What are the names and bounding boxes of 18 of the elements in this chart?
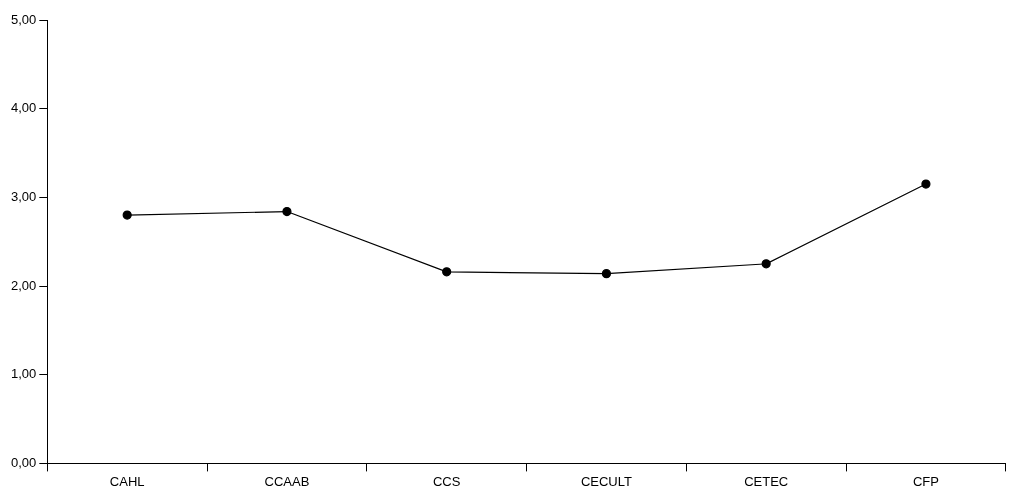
point (761, 259, 771, 269)
point (122, 210, 132, 220)
y-tick-label: 3,00 (10, 188, 37, 204)
x-tick-label: CCAAB (264, 473, 310, 489)
x-tick-label: CAHL (109, 473, 145, 489)
point (442, 267, 452, 277)
x-tick-label: CECULT (580, 473, 632, 489)
point (282, 206, 292, 217)
point (601, 269, 612, 279)
point (921, 179, 931, 189)
x-tick-label: CETEC (744, 473, 789, 489)
x-tick-label: CFP (912, 473, 939, 489)
y-tick-label: 5,00 (10, 11, 37, 27)
y-tick-label: 2,00 (10, 277, 37, 293)
y-tick-label: 0,00 (10, 454, 37, 470)
y-tick-label: 4,00 (10, 100, 37, 116)
x-tick-label: CCS (432, 473, 461, 489)
y-tick-label: 1,00 (10, 366, 37, 382)
